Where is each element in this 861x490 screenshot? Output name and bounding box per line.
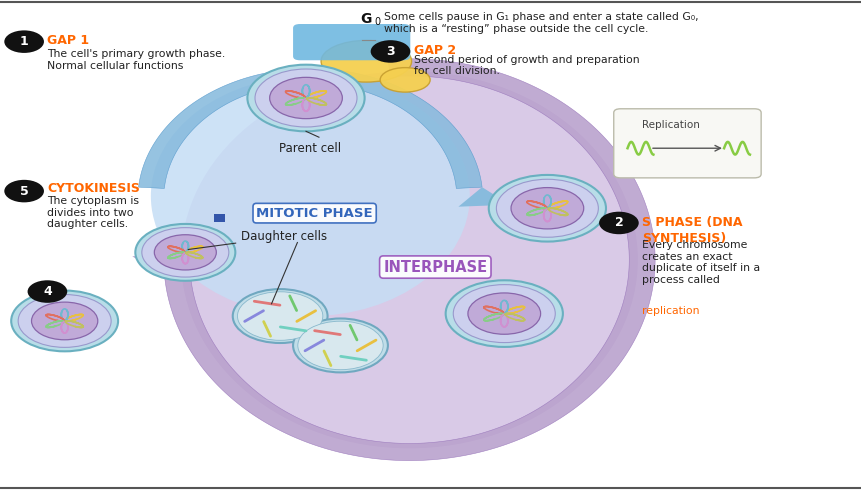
Bar — [214, 214, 225, 222]
Text: Parent cell: Parent cell — [279, 142, 341, 155]
Text: 3: 3 — [386, 45, 394, 58]
Text: The cytoplasm is
divides into two
daughter cells.: The cytoplasm is divides into two daught… — [47, 196, 139, 229]
FancyBboxPatch shape — [613, 109, 760, 178]
Polygon shape — [132, 254, 192, 277]
Ellipse shape — [380, 68, 430, 92]
Circle shape — [11, 291, 118, 351]
Text: Replication: Replication — [641, 120, 699, 130]
Circle shape — [232, 289, 327, 343]
Text: 0: 0 — [374, 17, 380, 27]
Circle shape — [598, 212, 638, 234]
Circle shape — [511, 188, 583, 229]
Circle shape — [453, 285, 554, 343]
Circle shape — [154, 235, 216, 270]
Text: 1: 1 — [20, 35, 28, 48]
Circle shape — [4, 30, 44, 53]
Text: The cell's primary growth phase.
Normal cellular functions: The cell's primary growth phase. Normal … — [47, 49, 226, 71]
Text: CYTOKINESIS: CYTOKINESIS — [47, 182, 140, 196]
Circle shape — [4, 180, 44, 202]
Ellipse shape — [320, 41, 412, 82]
Circle shape — [293, 318, 387, 372]
Circle shape — [28, 280, 67, 303]
Circle shape — [269, 77, 342, 119]
Text: 5: 5 — [20, 185, 28, 197]
Circle shape — [32, 302, 97, 340]
Text: Daughter cells: Daughter cells — [188, 230, 327, 249]
Circle shape — [247, 65, 364, 131]
Polygon shape — [164, 59, 654, 461]
Text: G: G — [360, 12, 371, 26]
Text: 2: 2 — [614, 217, 623, 229]
Text: Some cells pause in G₁ phase and enter a state called G₀,
which is a “resting” p: Some cells pause in G₁ phase and enter a… — [383, 12, 697, 34]
Text: Second period of growth and preparation
for cell division.: Second period of growth and preparation … — [413, 55, 639, 76]
Circle shape — [18, 294, 111, 347]
Text: GAP 2: GAP 2 — [413, 44, 455, 57]
Circle shape — [142, 228, 228, 277]
Circle shape — [298, 321, 382, 369]
Polygon shape — [458, 187, 510, 207]
Circle shape — [488, 175, 605, 242]
FancyBboxPatch shape — [293, 24, 410, 60]
Circle shape — [370, 40, 410, 63]
Circle shape — [468, 293, 540, 334]
Ellipse shape — [151, 76, 469, 316]
Text: GAP 1: GAP 1 — [47, 34, 90, 48]
Circle shape — [135, 224, 235, 281]
Text: S PHASE (DNA
SYNTHESIS): S PHASE (DNA SYNTHESIS) — [641, 216, 742, 245]
Text: Every chromosome
creates an exact
duplicate of itself in a
process called: Every chromosome creates an exact duplic… — [641, 240, 759, 285]
Text: INTERPHASE: INTERPHASE — [383, 260, 486, 274]
Circle shape — [237, 292, 322, 340]
Ellipse shape — [181, 71, 637, 448]
Text: MITOTIC PHASE: MITOTIC PHASE — [256, 207, 373, 220]
Text: 4: 4 — [43, 285, 52, 298]
Polygon shape — [139, 69, 481, 189]
Circle shape — [496, 179, 598, 237]
Circle shape — [255, 69, 356, 127]
Text: replication: replication — [641, 306, 699, 316]
Circle shape — [445, 280, 562, 347]
